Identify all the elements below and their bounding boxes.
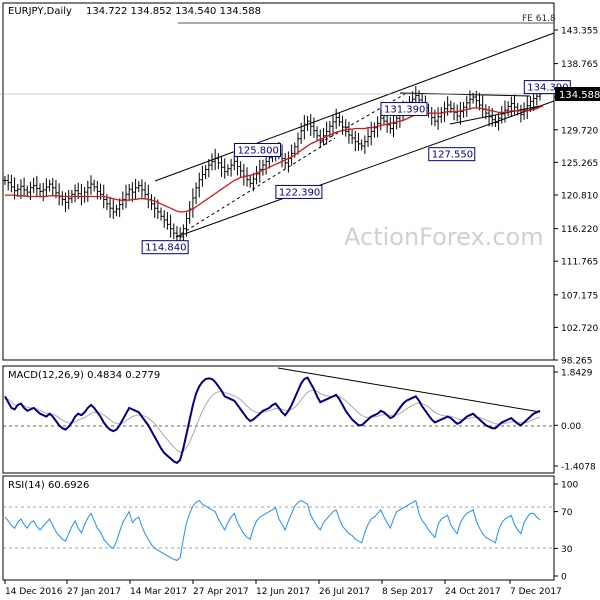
macd-y-tick-label: 1.8429 <box>561 369 593 379</box>
rsi-y-tick-label: 70 <box>561 508 573 518</box>
dashed-projection-1 <box>175 137 336 238</box>
price-annotation-label: 131.390 <box>384 105 425 116</box>
moving-average-line <box>5 105 544 213</box>
rsi-y-tick-label: 0 <box>561 573 567 583</box>
macd-y-axis: 1.8429 0.00 -1.4078 <box>554 369 596 473</box>
price-annotation-label: 127.550 <box>432 150 473 161</box>
rsi-line <box>4 499 541 561</box>
macd-signal-line <box>4 389 541 453</box>
rsi-panel-title: RSI(14) 60.6926 <box>8 480 89 491</box>
x-tick-label: 27 Apr 2017 <box>193 587 249 597</box>
macd-main-line <box>4 376 541 465</box>
x-tick-label: 24 Oct 2017 <box>445 587 501 597</box>
rsi-panel-frame <box>2 475 555 581</box>
x-tick-label: 7 Dec 2017 <box>510 587 562 597</box>
x-tick-label: 14 Mar 2017 <box>130 587 187 597</box>
ohlc-readout: 134.722 134.852 134.540 134.588 <box>86 6 261 17</box>
price-y-tick-label: 125.265 <box>561 159 598 169</box>
price-annotation-label: 114.840 <box>145 243 186 254</box>
price-panel: EURJPY,Daily 134.722 134.852 134.540 134… <box>0 2 600 367</box>
price-annotation-label: 125.800 <box>238 145 279 156</box>
price-y-tick-label: 129.720 <box>561 126 598 136</box>
price-annotation-label: 134.390 <box>527 83 568 94</box>
triangle-lower-line <box>449 105 541 125</box>
macd-panel: MACD(12,26,9) 0.4834 0.2779 1.8429 0.00 -1… <box>2 365 596 474</box>
x-tick-label: 14 Dec 2016 <box>5 587 63 597</box>
macd-trendline <box>277 367 541 413</box>
price-annotations: 114.840 125.800 122.390 131.390 127.550 134.3… <box>141 80 571 255</box>
price-annotation-label: 122.390 <box>279 187 320 198</box>
price-annotation-box <box>141 240 189 255</box>
price-annotation-box <box>428 147 476 162</box>
dashed-projection-2 <box>319 93 406 144</box>
price-annotation-box <box>234 142 281 157</box>
rsi-y-tick-label: 100 <box>561 481 578 491</box>
x-tick-label: 12 Jun 2017 <box>256 587 310 597</box>
price-y-tick-label: 138.765 <box>561 60 598 70</box>
price-y-tick-label: 143.355 <box>561 27 598 37</box>
watermark: ActionForex.com <box>344 223 544 251</box>
macd-y-tick-label: 0.00 <box>561 422 581 432</box>
trendlines <box>0 32 555 238</box>
rsi-panel: RSI(14) 60.6926 100 70 30 0 <box>2 475 578 583</box>
last-price-badge <box>555 87 600 101</box>
price-y-tick-label: 98.265 <box>561 357 593 367</box>
channel-lower-line <box>175 100 555 238</box>
last-price-badge-text: 134.588 <box>559 90 600 101</box>
macd-panel-frame <box>2 365 555 474</box>
x-tick-label: 26 Jul 2017 <box>319 587 370 597</box>
macd-panel-title: MACD(12,26,9) 0.4834 0.2779 <box>8 370 160 381</box>
triangle-upper-line <box>399 92 531 97</box>
price-y-tick-label: 116.220 <box>561 225 598 235</box>
macd-y-tick-label: -1.4078 <box>561 463 596 473</box>
price-annotation-box <box>380 102 428 117</box>
fib-level-label: FE 61.8 <box>522 14 556 24</box>
rsi-y-tick-label: 30 <box>561 545 573 555</box>
price-panel-frame <box>2 2 555 361</box>
x-axis: 14 Dec 2016 27 Jan 2017 14 Mar 2017 27 Apr … <box>3 579 562 597</box>
rsi-y-axis: 100 70 30 0 <box>554 481 578 583</box>
price-y-tick-label: 107.175 <box>561 291 598 301</box>
x-tick-label: 8 Sep 2017 <box>382 587 433 597</box>
price-y-tick-label: 102.720 <box>561 324 598 334</box>
price-annotation-box <box>275 184 323 199</box>
price-y-tick-label: 120.810 <box>561 192 598 202</box>
price-y-axis: 143.355138.765134.175129.720125.265120.8… <box>554 27 598 367</box>
price-panel-title: EURJPY,Daily <box>8 6 72 17</box>
price-y-tick-label: 111.765 <box>561 258 598 268</box>
x-tick-label: 27 Jan 2017 <box>67 587 121 597</box>
